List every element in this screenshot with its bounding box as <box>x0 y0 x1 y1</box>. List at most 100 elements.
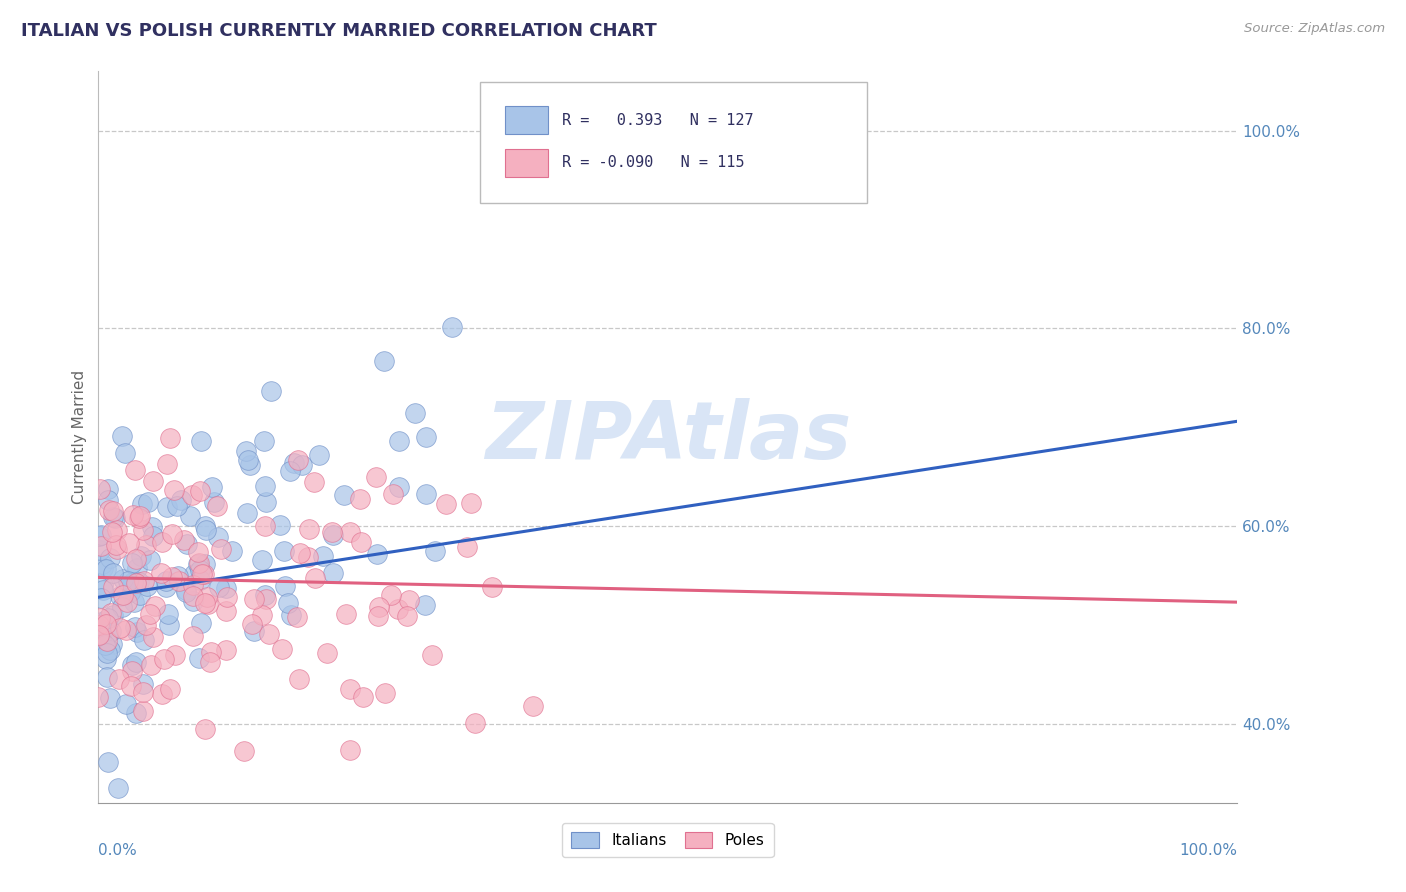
Point <box>104 627 127 641</box>
Point <box>139 535 162 549</box>
Point <box>589 479 612 493</box>
Point <box>616 406 638 420</box>
Point <box>225 492 247 507</box>
Point <box>413 456 436 470</box>
Point <box>676 319 699 334</box>
Point <box>343 616 366 631</box>
Point <box>439 522 461 536</box>
Point <box>207 431 229 445</box>
Point <box>162 677 184 691</box>
Point <box>292 541 315 556</box>
Point <box>143 557 166 571</box>
Point <box>233 583 256 598</box>
Point <box>562 354 585 368</box>
Point <box>173 607 195 621</box>
Point <box>246 566 269 581</box>
Point <box>124 589 146 603</box>
Point <box>702 540 724 554</box>
Point <box>506 524 529 539</box>
Point <box>87 528 110 542</box>
Point <box>122 672 145 686</box>
Point <box>163 633 186 648</box>
Point <box>143 657 166 672</box>
Point <box>243 488 266 502</box>
Point <box>253 557 276 571</box>
Point <box>277 479 299 493</box>
Point <box>523 492 546 507</box>
Point <box>143 665 166 679</box>
Point <box>118 542 141 557</box>
Point <box>118 524 141 538</box>
Point <box>257 563 280 577</box>
Point <box>329 744 352 758</box>
Point <box>150 552 173 566</box>
Point <box>219 568 242 582</box>
Point <box>600 608 623 623</box>
Point <box>333 443 356 458</box>
Point <box>91 527 114 541</box>
Point <box>394 642 416 657</box>
Point <box>254 556 277 570</box>
Point <box>136 574 159 588</box>
Point <box>266 557 288 571</box>
Point <box>551 469 574 483</box>
Point <box>373 627 395 641</box>
Text: R = -0.090   N = 115: R = -0.090 N = 115 <box>562 155 744 170</box>
Point <box>468 646 491 660</box>
Point <box>101 670 124 684</box>
Point <box>89 634 111 648</box>
Point <box>212 483 235 497</box>
Point <box>193 534 215 549</box>
Point <box>91 591 114 605</box>
Point <box>191 566 214 580</box>
Point <box>107 643 129 657</box>
Point <box>449 572 471 586</box>
Point <box>103 755 125 769</box>
Point <box>222 574 245 588</box>
Point <box>219 500 242 514</box>
Point <box>273 655 295 669</box>
Point <box>554 608 576 623</box>
Point <box>200 574 222 588</box>
Point <box>97 639 120 653</box>
Point <box>335 506 357 520</box>
Point <box>605 593 627 607</box>
Point <box>127 599 149 614</box>
Point <box>139 578 162 592</box>
Point <box>94 578 117 592</box>
Point <box>811 698 834 713</box>
Point <box>108 624 131 638</box>
Point <box>263 567 285 582</box>
Point <box>337 453 360 467</box>
Point <box>179 631 201 645</box>
Point <box>266 523 288 537</box>
Point <box>498 488 520 502</box>
Point <box>115 538 138 552</box>
Point <box>135 595 157 609</box>
Point <box>87 628 110 642</box>
Point <box>160 705 183 719</box>
Point <box>436 549 458 564</box>
Point <box>404 596 426 610</box>
Point <box>299 581 322 595</box>
Point <box>551 547 574 561</box>
Point <box>389 518 412 533</box>
Point <box>257 574 280 588</box>
Point <box>202 607 225 621</box>
Point <box>209 527 232 541</box>
Point <box>240 508 263 523</box>
Text: ZIPAtlas: ZIPAtlas <box>485 398 851 476</box>
Point <box>398 578 420 592</box>
FancyBboxPatch shape <box>505 106 548 135</box>
Point <box>155 575 177 590</box>
Point <box>246 578 269 592</box>
Point <box>285 499 308 513</box>
Text: 100.0%: 100.0% <box>1180 843 1237 858</box>
Point <box>299 604 322 618</box>
Point <box>103 646 125 660</box>
Point <box>364 479 387 493</box>
Point <box>91 615 114 630</box>
Point <box>633 487 655 501</box>
Point <box>177 529 200 543</box>
Point <box>256 483 278 498</box>
